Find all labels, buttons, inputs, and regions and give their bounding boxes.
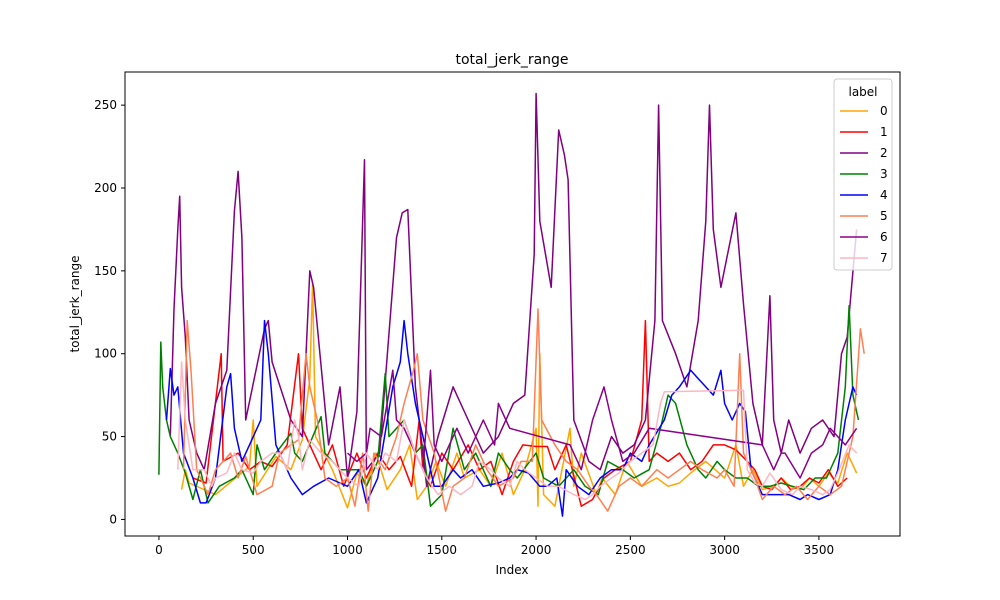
y-tick-label: 250 bbox=[94, 98, 117, 112]
legend-label-3: 3 bbox=[880, 167, 888, 181]
legend-label-5: 5 bbox=[880, 209, 888, 223]
series-line-6 bbox=[347, 369, 858, 479]
y-tick-label: 200 bbox=[94, 181, 117, 195]
plot-frame bbox=[124, 71, 901, 537]
y-axis: 0 50 100 150 200 250 bbox=[94, 98, 125, 526]
y-tick-label: 0 bbox=[109, 512, 117, 526]
y-tick-label: 150 bbox=[94, 264, 117, 278]
series-line-4 bbox=[165, 319, 858, 517]
legend-label-0: 0 bbox=[880, 104, 888, 118]
x-tick-label: 1000 bbox=[332, 543, 363, 557]
x-tick-label: 3000 bbox=[709, 543, 740, 557]
x-axis: 0 500 1000 1500 2000 2500 3000 3500 bbox=[155, 536, 834, 557]
legend-label-1: 1 bbox=[880, 125, 888, 139]
y-tick-label: 50 bbox=[102, 430, 117, 444]
y-tick-label: 100 bbox=[94, 347, 117, 361]
legend-label-6: 6 bbox=[880, 230, 888, 244]
chart-title: total_jerk_range bbox=[455, 52, 568, 68]
x-tick-label: 2500 bbox=[615, 543, 646, 557]
legend-title: label bbox=[848, 85, 877, 99]
x-tick-label: 1500 bbox=[427, 543, 458, 557]
x-tick-label: 0 bbox=[155, 543, 163, 557]
x-tick-label: 500 bbox=[242, 543, 265, 557]
y-axis-label: total_jerk_range bbox=[68, 256, 82, 353]
legend: label 0 1 2 3 4 5 6 7 bbox=[833, 78, 893, 271]
series-layer bbox=[158, 92, 865, 517]
legend-label-4: 4 bbox=[880, 188, 888, 202]
legend-label-7: 7 bbox=[880, 251, 888, 265]
plot-area bbox=[158, 92, 865, 517]
x-tick-label: 2000 bbox=[521, 543, 552, 557]
series-line-7 bbox=[177, 361, 858, 501]
legend-label-2: 2 bbox=[880, 146, 888, 160]
x-tick-label: 3500 bbox=[804, 543, 835, 557]
series-line-0 bbox=[180, 281, 858, 509]
x-axis-label: Index bbox=[495, 563, 528, 577]
series-line-2 bbox=[169, 92, 858, 488]
